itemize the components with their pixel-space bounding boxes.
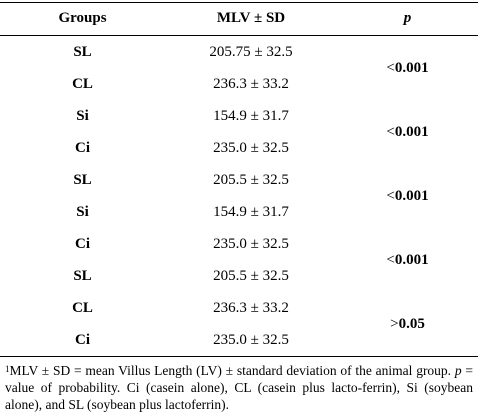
- footnote-text: MLV ± SD = mean Villus Length (LV) ± sta…: [9, 363, 455, 378]
- p-comparator: >: [390, 315, 399, 332]
- group-cell: SL: [73, 171, 92, 188]
- table-bottom-rule: [0, 356, 478, 357]
- mlv-cell: 205.75 ± 32.5: [209, 43, 293, 60]
- p-number: 0.001: [394, 123, 429, 140]
- mlv-cell: 154.9 ± 31.7: [213, 203, 289, 220]
- group-cell: SL: [73, 267, 92, 284]
- p-number: 0.001: [394, 251, 429, 268]
- table-row: SL 205.5 ± 32.5: [0, 260, 478, 292]
- mlv-cell: 205.5 ± 32.5: [213, 171, 289, 188]
- table-top-rule: [0, 2, 478, 3]
- group-cell: SL: [73, 43, 92, 60]
- p-comparator: <: [386, 59, 395, 76]
- mlv-cell: 235.0 ± 32.5: [213, 139, 289, 156]
- table-row: Si 154.9 ± 31.7: [0, 196, 478, 228]
- header-groups: Groups: [58, 10, 107, 26]
- group-cell: CL: [72, 75, 93, 92]
- group-cell: Ci: [75, 139, 90, 156]
- mlv-cell: 236.3 ± 33.2: [213, 75, 289, 92]
- p-value-sl-cl: <0.001: [337, 52, 478, 84]
- mlv-cell: 236.3 ± 33.2: [213, 299, 289, 316]
- p-comparator: <: [386, 251, 395, 268]
- table-row: Si 154.9 ± 31.7: [0, 100, 478, 132]
- table-row: Ci 235.0 ± 32.5: [0, 132, 478, 164]
- p-number: 0.001: [394, 59, 429, 76]
- mlv-cell: 154.9 ± 31.7: [213, 107, 289, 124]
- mlv-cell: 235.0 ± 32.5: [213, 331, 289, 348]
- p-number: 0.05: [398, 315, 425, 332]
- table-footnote: 1MLV ± SD = mean Villus Length (LV) ± st…: [5, 362, 473, 413]
- p-value-ci-sl: <0.001: [337, 244, 478, 276]
- table-row: Ci 235.0 ± 32.5: [0, 228, 478, 260]
- mlv-cell: 235.0 ± 32.5: [213, 235, 289, 252]
- p-comparator: <: [386, 187, 395, 204]
- group-cell: Si: [76, 107, 89, 124]
- group-cell: CL: [72, 299, 93, 316]
- table-row: CL 236.3 ± 33.2: [0, 68, 478, 100]
- table-header-row: Groups MLV ± SD p: [0, 2, 478, 35]
- table-row: CL 236.3 ± 33.2: [0, 292, 478, 324]
- header-mlv-sd: MLV ± SD: [216, 10, 286, 26]
- p-value-sl-si: <0.001: [337, 180, 478, 212]
- p-comparator: <: [386, 123, 395, 140]
- group-cell: Si: [76, 203, 89, 220]
- table-row: SL 205.5 ± 32.5: [0, 164, 478, 196]
- p-value-cl-ci: >0.05: [337, 308, 478, 340]
- group-cell: Ci: [75, 331, 90, 348]
- footnote-text-rest: = value of probability. Ci (casein alone…: [5, 363, 473, 412]
- p-value-si-ci: <0.001: [337, 116, 478, 148]
- footnote-marker: 1: [5, 364, 10, 374]
- header-p: p: [403, 10, 412, 26]
- p-number: 0.001: [394, 187, 429, 204]
- group-cell: Ci: [75, 235, 90, 252]
- table-row: Ci 235.0 ± 32.5: [0, 324, 478, 356]
- table-row: SL 205.75 ± 32.5: [0, 36, 478, 68]
- table-body: SL 205.75 ± 32.5 CL 236.3 ± 33.2 Si 154.…: [0, 36, 478, 356]
- footnote-p-symbol: p: [454, 363, 462, 378]
- table-header-rule: [0, 35, 478, 36]
- mlv-cell: 205.5 ± 32.5: [213, 267, 289, 284]
